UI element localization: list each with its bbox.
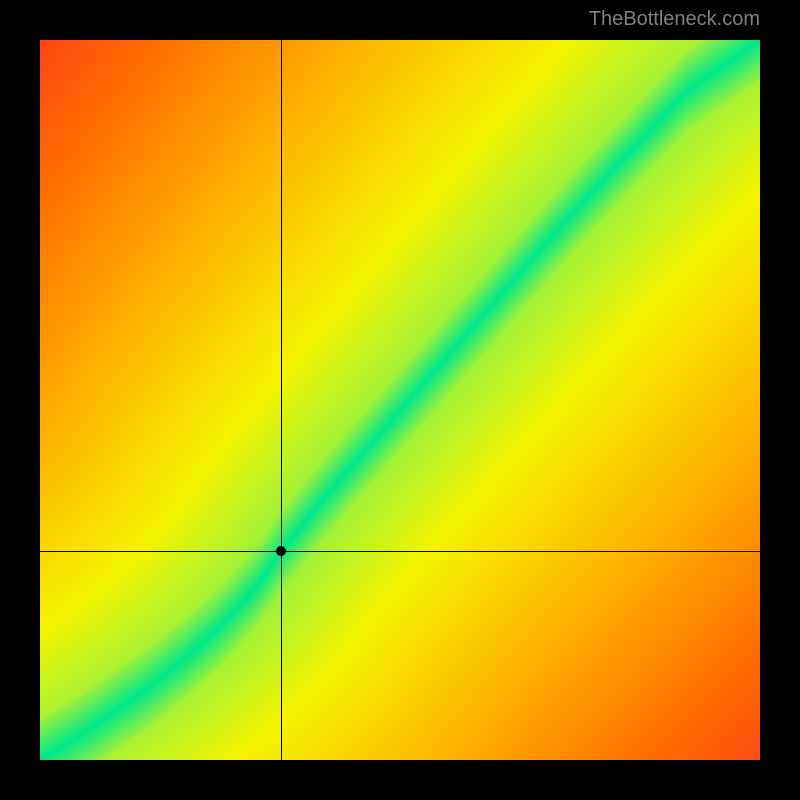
selection-marker: [276, 546, 286, 556]
crosshair-horizontal: [40, 551, 760, 552]
crosshair-vertical: [281, 40, 282, 760]
watermark-text: TheBottleneck.com: [589, 8, 760, 31]
heatmap-canvas: [40, 40, 760, 760]
bottleneck-heatmap: [40, 40, 760, 760]
